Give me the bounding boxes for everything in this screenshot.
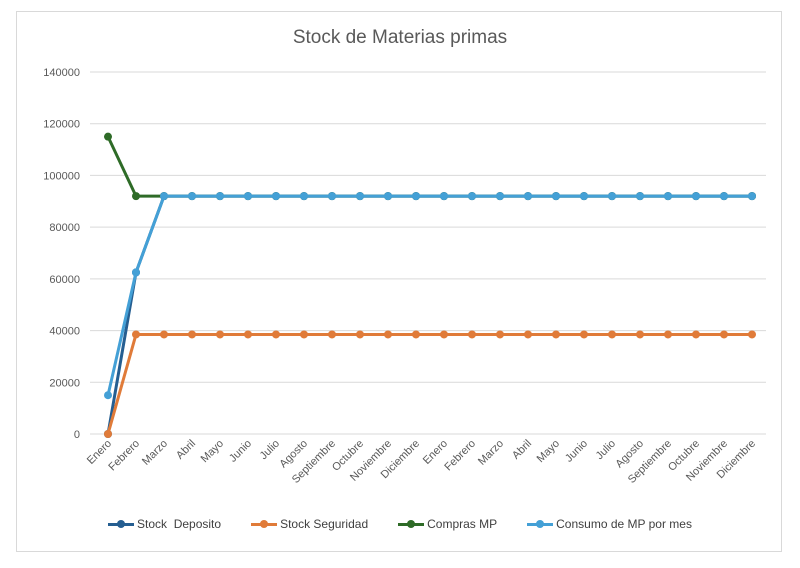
data-point [720, 330, 728, 339]
data-point [524, 192, 532, 201]
legend-label: Compras MP [427, 517, 498, 531]
data-point [132, 192, 140, 201]
legend-label: Stock Deposito [137, 517, 222, 531]
data-point [664, 192, 672, 201]
series-consumo-de-mp-por-mes [104, 192, 756, 400]
data-point [664, 330, 672, 339]
legend-item: Stock Seguridad [251, 517, 368, 531]
data-point [720, 192, 728, 201]
data-point [412, 192, 420, 201]
data-point [440, 330, 448, 339]
data-point [356, 192, 364, 201]
legend-line-marker-icon [251, 519, 278, 528]
data-point [468, 330, 476, 339]
data-point [748, 192, 756, 201]
legend-line-marker-icon [398, 519, 425, 528]
data-point [608, 192, 616, 201]
y-tick-label: 100000 [43, 170, 80, 182]
data-point [524, 330, 532, 339]
data-point [216, 192, 224, 201]
legend-item: Stock Deposito [108, 517, 221, 531]
data-point [692, 192, 700, 201]
data-point [440, 192, 448, 201]
data-point [412, 330, 420, 339]
data-point [300, 330, 308, 339]
data-point [356, 330, 364, 339]
legend: Stock Deposito Stock Seguridad Compras MP C… [0, 517, 800, 531]
y-tick-label: 120000 [43, 119, 80, 131]
x-tick-label: Marzo [140, 438, 170, 468]
legend-line-marker-icon [108, 519, 135, 528]
y-tick-label: 80000 [49, 222, 80, 234]
data-point [188, 192, 196, 201]
data-point [748, 330, 756, 339]
x-tick-label: Marzo [476, 438, 506, 468]
data-point [608, 330, 616, 339]
legend-label: Consumo de MP por mes [556, 517, 692, 531]
data-point [272, 330, 280, 339]
x-tick-label: Julio [258, 438, 282, 462]
data-point [636, 192, 644, 201]
data-point [692, 330, 700, 339]
data-point [132, 330, 140, 339]
series-compras-mp [104, 132, 756, 201]
y-tick-label: 140000 [43, 67, 80, 79]
data-point [496, 192, 504, 201]
data-point [104, 430, 112, 438]
data-point [216, 330, 224, 339]
data-point [104, 391, 112, 400]
data-point [244, 330, 252, 339]
series-stock-deposito [104, 192, 756, 438]
data-point [384, 330, 392, 339]
y-tick-label: 40000 [49, 326, 80, 338]
legend-item: Consumo de MP por mes [527, 517, 692, 531]
data-point [580, 330, 588, 339]
y-tick-label: 0 [74, 429, 80, 441]
chart-frame [16, 11, 782, 552]
x-tick-label: Mayo [535, 438, 563, 466]
legend-label: Stock Seguridad [280, 517, 369, 531]
legend-item: Compras MP [398, 517, 497, 531]
y-tick-label: 20000 [49, 377, 80, 389]
data-point [160, 192, 168, 201]
data-point [104, 132, 112, 141]
data-point [244, 192, 252, 201]
x-tick-label: Mayo [199, 438, 227, 466]
data-point [384, 192, 392, 201]
x-tick-label: Junio [563, 438, 590, 465]
data-point [468, 192, 476, 201]
y-tick-label: 60000 [49, 274, 80, 286]
data-point [552, 192, 560, 201]
x-tick-label: Junio [227, 438, 254, 465]
data-point [552, 330, 560, 339]
data-point [580, 192, 588, 201]
x-tick-label: Febrero [442, 438, 478, 474]
data-point [188, 330, 196, 339]
legend-line-marker-icon [527, 519, 554, 528]
data-point [132, 268, 140, 277]
x-tick-label: Julio [594, 438, 618, 462]
data-point [496, 330, 504, 339]
data-point [300, 192, 308, 201]
data-point [328, 330, 336, 339]
x-tick-label: Abril [510, 438, 534, 462]
series-stock-seguridad [104, 330, 756, 438]
data-point [160, 330, 168, 339]
x-tick-label: Febrero [106, 438, 142, 474]
data-point [328, 192, 336, 201]
x-tick-label: Abril [174, 438, 198, 462]
data-point [272, 192, 280, 201]
data-point [636, 330, 644, 339]
chart-title: Stock de Materias primas [292, 27, 508, 48]
